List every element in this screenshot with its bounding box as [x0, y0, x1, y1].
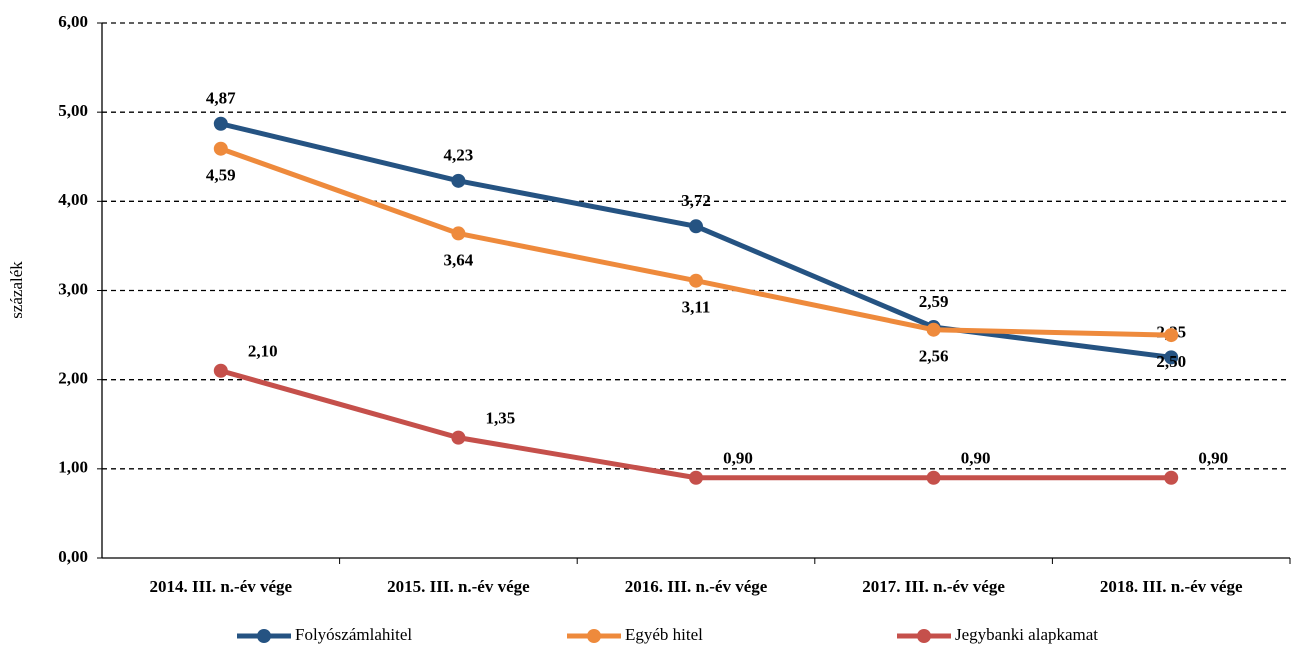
series-line: [220, 121, 1172, 360]
point: [926, 470, 941, 485]
point: [213, 141, 228, 156]
x-tick-label: 2014. III. n.-év vége: [149, 577, 292, 596]
x-tick-label: 2016. III. n.-év vége: [625, 577, 768, 596]
y-tick-label: 1,00: [58, 458, 88, 477]
point: [213, 363, 228, 378]
legend-label: Jegybanki alapkamat: [955, 625, 1098, 644]
data-label: 4,23: [444, 146, 474, 165]
data-label: 3,11: [682, 298, 711, 317]
y-tick-label: 3,00: [58, 279, 88, 298]
point: [926, 322, 941, 337]
y-tick-label: 2,00: [58, 369, 88, 388]
point: [689, 273, 703, 288]
point: [689, 219, 703, 234]
point: [451, 226, 466, 241]
data-label: 2,56: [919, 347, 949, 366]
data-label: 0,90: [723, 449, 753, 468]
data-label: 4,87: [206, 89, 236, 108]
point: [689, 470, 703, 485]
y-tick-label: 5,00: [58, 101, 88, 120]
point: [451, 173, 466, 188]
data-label: 1,35: [486, 409, 516, 428]
data-label: 4,59: [206, 166, 236, 185]
point: [1164, 328, 1179, 343]
y-tick-label: 6,00: [58, 12, 88, 31]
series-line: [220, 368, 1172, 481]
point: [213, 116, 228, 131]
data-label: 3,72: [681, 191, 711, 210]
data-label: 2,50: [1156, 352, 1186, 371]
legend-marker: [917, 629, 931, 643]
legend-label: Egyéb hitel: [625, 625, 703, 644]
point: [451, 430, 466, 445]
data-label: 3,64: [444, 250, 474, 269]
data-label: 0,90: [1198, 449, 1228, 468]
data-label: 0,90: [961, 449, 991, 468]
data-label: 2,10: [248, 342, 278, 361]
y-tick-label: 4,00: [58, 190, 88, 209]
x-tick-label: 2015. III. n.-év vége: [387, 577, 530, 596]
y-axis-label: százalék: [7, 261, 26, 319]
point: [1164, 470, 1179, 485]
x-tick-label: 2018. III. n.-év vége: [1100, 577, 1243, 596]
legend-label: Folyószámlahitel: [295, 625, 412, 644]
data-label: 2,59: [919, 292, 949, 311]
legend-marker: [587, 629, 601, 643]
point: [1164, 350, 1179, 365]
y-tick-label: 0,00: [58, 547, 88, 566]
legend-marker: [257, 629, 271, 643]
x-tick-label: 2017. III. n.-év vége: [862, 577, 1005, 596]
